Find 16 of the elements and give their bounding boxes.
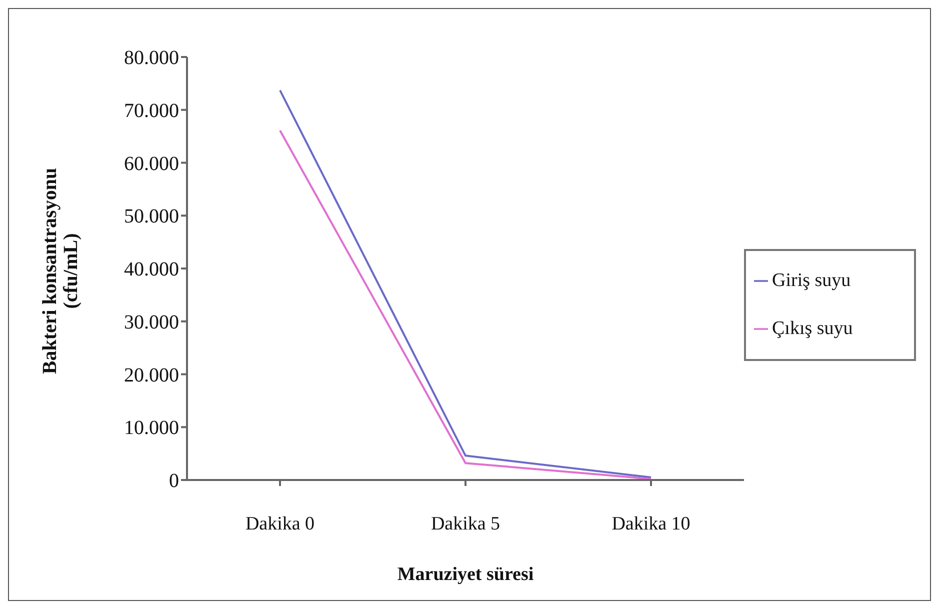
legend-label: Giriş suyu: [772, 270, 851, 290]
y-tick-label: 80.000: [124, 47, 179, 70]
y-tick-label: 70.000: [124, 100, 179, 122]
legend-label: Çıkış suyu: [772, 318, 853, 338]
x-tick-label: Dakika 5: [430, 513, 500, 534]
y-tick-label: 40.000: [124, 258, 179, 281]
x-tick-label: Dakika 0: [245, 513, 315, 534]
x-tick-label: Dakika 10: [612, 513, 690, 534]
x-axis-title: Maruziyet süresi: [397, 564, 534, 585]
y-tick-label: 20.000: [124, 364, 179, 386]
y-tick-label: 0: [169, 470, 179, 492]
y-tick-label: 30.000: [124, 311, 179, 334]
y-tick-label: 10.000: [124, 417, 179, 440]
y-tick-label: 60.000: [124, 152, 179, 175]
y-tick-label: 50.000: [124, 206, 179, 228]
y-axis-title: Bakteri konsantrasyonu (cfu/mL): [39, 168, 82, 374]
